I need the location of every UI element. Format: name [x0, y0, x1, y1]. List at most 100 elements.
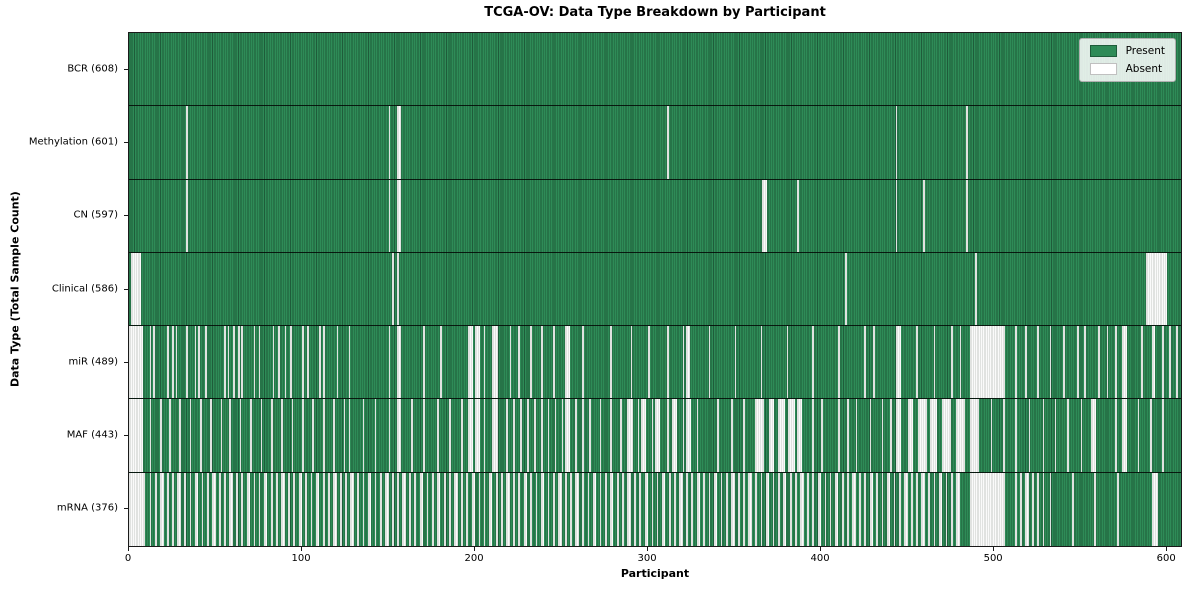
y-tick-mark — [124, 435, 128, 437]
absent-cell — [1014, 399, 1017, 472]
absent-cell — [205, 326, 207, 399]
absent-cell — [634, 472, 636, 546]
absent-cell — [1014, 472, 1017, 546]
absent-cell — [246, 472, 251, 546]
absent-cell — [501, 472, 503, 546]
absent-cell — [895, 106, 898, 179]
absent-cell — [604, 472, 607, 546]
absent-cell — [738, 472, 740, 546]
absent-cell — [890, 399, 893, 472]
absent-cell — [731, 472, 735, 546]
absent-cell — [966, 106, 969, 179]
absent-cell — [1084, 326, 1086, 399]
absent-cell — [397, 326, 401, 399]
absent-cell — [227, 326, 230, 399]
absent-cell — [454, 472, 458, 546]
absent-cell — [289, 326, 292, 399]
absent-cell — [241, 472, 244, 546]
absent-cell — [258, 326, 261, 399]
absent-cell — [743, 399, 745, 472]
absent-cell — [423, 399, 425, 472]
absent-cell — [777, 399, 785, 472]
absent-cell — [1151, 472, 1159, 546]
absent-cell — [530, 326, 533, 399]
y-tick-mark — [124, 508, 128, 510]
absent-cell — [644, 472, 649, 546]
absent-cell — [668, 472, 671, 546]
absent-cell — [506, 399, 508, 472]
absent-cell — [232, 326, 235, 399]
absent-cell — [492, 326, 498, 399]
absent-cell — [916, 472, 918, 546]
absent-cell — [194, 326, 197, 399]
absent-cell — [720, 472, 723, 546]
absent-cell — [651, 472, 654, 546]
absent-cell — [153, 326, 155, 399]
absent-cell — [436, 399, 439, 472]
absent-cell — [895, 399, 901, 472]
absent-cell — [708, 472, 711, 546]
absent-cell — [686, 399, 692, 472]
absent-cell — [547, 472, 550, 546]
absent-cell — [172, 326, 174, 399]
absent-cell — [154, 472, 157, 546]
absent-cell — [129, 399, 143, 472]
absent-cell — [506, 472, 510, 546]
absent-cell — [834, 472, 839, 546]
absent-cell — [788, 399, 796, 472]
absent-cell — [276, 472, 278, 546]
absent-cell — [686, 472, 688, 546]
absent-cell — [263, 472, 268, 546]
absent-cell — [291, 399, 294, 472]
absent-cell — [461, 399, 463, 472]
heatmap-row-mRNA — [129, 472, 1181, 546]
absent-cell — [388, 326, 391, 399]
absent-cell — [475, 326, 481, 399]
absent-cell — [523, 472, 527, 546]
x-tick-label-600: 600 — [1156, 553, 1176, 564]
absent-cell — [762, 179, 768, 252]
absent-cell — [956, 472, 960, 546]
absent-cell — [945, 472, 948, 546]
y-tick-label-MAF: MAF (443) — [66, 429, 118, 441]
absent-cell — [812, 326, 815, 399]
heatmap-row-Methylation — [129, 106, 1181, 180]
absent-cell — [610, 326, 612, 399]
absent-cell — [627, 399, 633, 472]
absent-cell — [627, 472, 631, 546]
absent-cell — [449, 472, 451, 546]
absent-cell — [540, 326, 543, 399]
x-tick-mark — [819, 547, 821, 551]
absent-cell — [674, 472, 676, 546]
absent-cell — [1161, 399, 1164, 472]
absent-cell — [672, 399, 678, 472]
absent-cell — [260, 399, 263, 472]
absent-cell — [409, 472, 412, 546]
absent-cell — [916, 326, 918, 399]
absent-cell — [468, 326, 474, 399]
absent-cell — [535, 472, 538, 546]
absent-cell — [272, 326, 275, 399]
absent-cell — [184, 472, 187, 546]
absent-cell — [129, 326, 143, 399]
absent-cell — [610, 472, 614, 546]
absent-cell — [661, 472, 666, 546]
absent-cell — [845, 252, 848, 326]
absent-cell — [904, 472, 908, 546]
absent-cell — [312, 399, 315, 472]
absent-cell — [388, 179, 391, 252]
absent-cell — [526, 399, 529, 472]
absent-cell — [873, 326, 875, 399]
absent-cell — [488, 472, 493, 546]
absent-cell — [1066, 399, 1069, 472]
absent-cell — [288, 472, 290, 546]
absent-cell — [558, 472, 562, 546]
absent-cell — [923, 179, 925, 252]
absent-cell — [772, 472, 775, 546]
absent-cell — [748, 472, 752, 546]
absent-cell — [755, 472, 758, 546]
absent-cell — [864, 326, 867, 399]
absent-cell — [333, 399, 335, 472]
absent-cell — [789, 472, 792, 546]
y-tick-mark — [124, 361, 128, 363]
